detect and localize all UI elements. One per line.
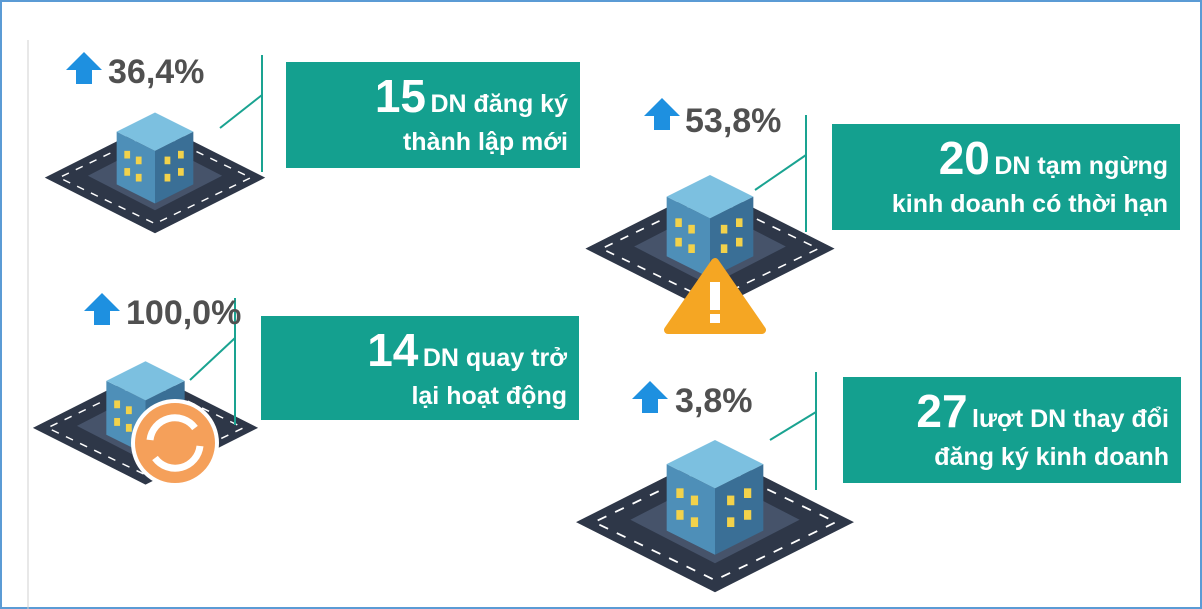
connector	[754, 154, 807, 191]
growth-rate: 53,8%	[685, 102, 781, 140]
factory-icon	[43, 111, 267, 235]
description: lại hoạt động	[411, 382, 567, 410]
growth-rate: 3,8%	[675, 382, 753, 420]
info-line: 27 lượt DN thay đổi	[916, 385, 1169, 437]
description: DN tạm ngừng	[994, 152, 1168, 180]
info-line: 15 DN đăng ký	[375, 70, 568, 122]
description: đăng ký kinh doanh	[934, 443, 1169, 471]
warning-icon	[664, 258, 766, 334]
up-arrow	[644, 98, 680, 130]
description: DN quay trở	[423, 344, 567, 372]
up-arrow	[66, 52, 102, 84]
count: 14	[367, 324, 419, 376]
description: lượt DN thay đổi	[972, 405, 1169, 433]
refresh-icon	[131, 399, 219, 487]
growth-rate: 36,4%	[108, 53, 204, 91]
count: 20	[939, 132, 990, 184]
info-box	[832, 124, 1180, 230]
item: 100,0% 14 DN quay trở lại hoạt động	[84, 293, 579, 425]
info-line: 20 DN tạm ngừng	[939, 132, 1168, 184]
info-box	[286, 62, 580, 168]
info-line: 14 DN quay trở	[367, 324, 567, 376]
description: kinh doanh có thời hạn	[892, 190, 1168, 218]
count: 27	[916, 385, 967, 437]
info-box	[843, 377, 1181, 483]
item: 36,4% 15 DN đăng ký thành lập mới	[66, 52, 580, 172]
connector	[219, 94, 263, 129]
connector	[189, 337, 236, 381]
description: DN đăng ký	[430, 90, 568, 118]
growth-rate: 100,0%	[126, 294, 241, 332]
info-box	[261, 316, 579, 420]
item: 3,8% 27 lượt DN thay đổi đăng ký kinh doan…	[632, 372, 1181, 490]
up-arrow	[632, 381, 668, 413]
up-arrow	[84, 293, 120, 325]
factory-icon	[574, 438, 856, 594]
count: 15	[375, 70, 426, 122]
item: 53,8% 20 DN tạm ngừng kinh doanh có thời h…	[644, 98, 1180, 232]
description: thành lập mới	[403, 128, 568, 156]
connector	[769, 411, 817, 441]
